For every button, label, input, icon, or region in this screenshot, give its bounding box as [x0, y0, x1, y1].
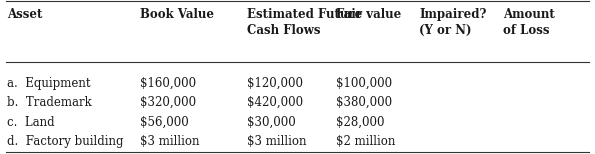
Text: Impaired?
(Y or N): Impaired? (Y or N): [419, 8, 487, 37]
Text: $420,000: $420,000: [247, 96, 303, 109]
Text: $3 million: $3 million: [247, 135, 306, 148]
Text: b.  Trademark: b. Trademark: [7, 96, 92, 109]
Text: $380,000: $380,000: [336, 96, 392, 109]
Text: $30,000: $30,000: [247, 116, 296, 128]
Text: Asset: Asset: [7, 8, 42, 21]
Text: $2 million: $2 million: [336, 135, 396, 148]
Text: Estimated Future
Cash Flows: Estimated Future Cash Flows: [247, 8, 362, 37]
Text: $100,000: $100,000: [336, 77, 392, 90]
Text: d.  Factory building: d. Factory building: [7, 135, 124, 148]
Text: $120,000: $120,000: [247, 77, 303, 90]
Text: c.  Land: c. Land: [7, 116, 55, 128]
Text: Fair value: Fair value: [336, 8, 402, 21]
Text: $56,000: $56,000: [140, 116, 189, 128]
Text: $160,000: $160,000: [140, 77, 196, 90]
Text: $320,000: $320,000: [140, 96, 196, 109]
Text: Book Value: Book Value: [140, 8, 214, 21]
Text: a.  Equipment: a. Equipment: [7, 77, 90, 90]
Text: $28,000: $28,000: [336, 116, 385, 128]
Text: $3 million: $3 million: [140, 135, 199, 148]
Text: Amount
of Loss: Amount of Loss: [503, 8, 555, 37]
